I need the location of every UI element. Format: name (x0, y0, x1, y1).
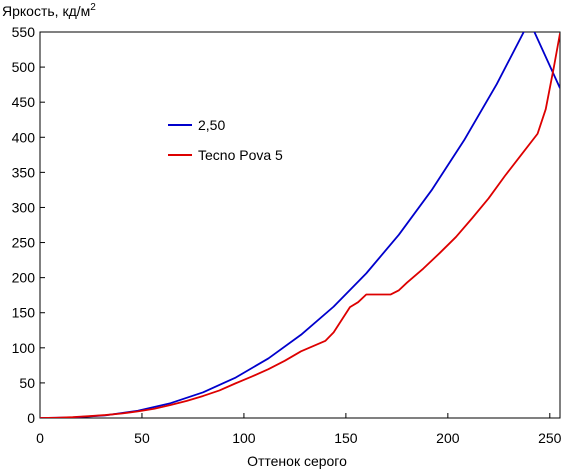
legend-label-1: 2,50 (198, 117, 225, 133)
y-tick-label: 400 (12, 129, 36, 145)
x-axis-title: Оттенок серого (247, 453, 347, 469)
y-tick-label: 350 (12, 164, 36, 180)
y-tick-label: 550 (12, 24, 36, 40)
y-tick-label: 500 (12, 59, 36, 75)
y-axis-title: Яркость, кд/м2 (2, 2, 96, 19)
y-tick-label: 50 (19, 375, 35, 391)
series-line-1 (40, 32, 560, 418)
series-line-2 (40, 33, 560, 418)
y-tick-label: 150 (12, 305, 36, 321)
y-tick-label: 100 (12, 340, 36, 356)
x-tick-label: 0 (36, 430, 44, 446)
x-tick-label: 150 (334, 430, 358, 446)
y-tick-label: 450 (12, 94, 36, 110)
legend: 2,50 Tecno Pova 5 (168, 117, 283, 163)
x-tick-label: 100 (232, 430, 256, 446)
x-tick-label: 200 (436, 430, 460, 446)
x-tick-label: 250 (538, 430, 562, 446)
y-tick-label: 250 (12, 235, 36, 251)
x-tick-label: 50 (134, 430, 150, 446)
legend-label-2: Tecno Pova 5 (198, 147, 283, 163)
plot-area (39, 31, 561, 419)
y-tick-label: 0 (27, 410, 35, 426)
series-layer (40, 32, 560, 418)
y-axis-title-text: Яркость, кд/м (2, 3, 90, 19)
plot-border (39, 31, 561, 419)
y-tick-label: 200 (12, 270, 36, 286)
y-tick-label: 300 (12, 199, 36, 215)
y-axis-title-superscript: 2 (90, 2, 96, 13)
y-axis: 0 50 100 150 200 250 300 350 400 450 500 550 (12, 24, 45, 426)
x-axis: 0 50 100 150 200 250 (36, 413, 562, 446)
